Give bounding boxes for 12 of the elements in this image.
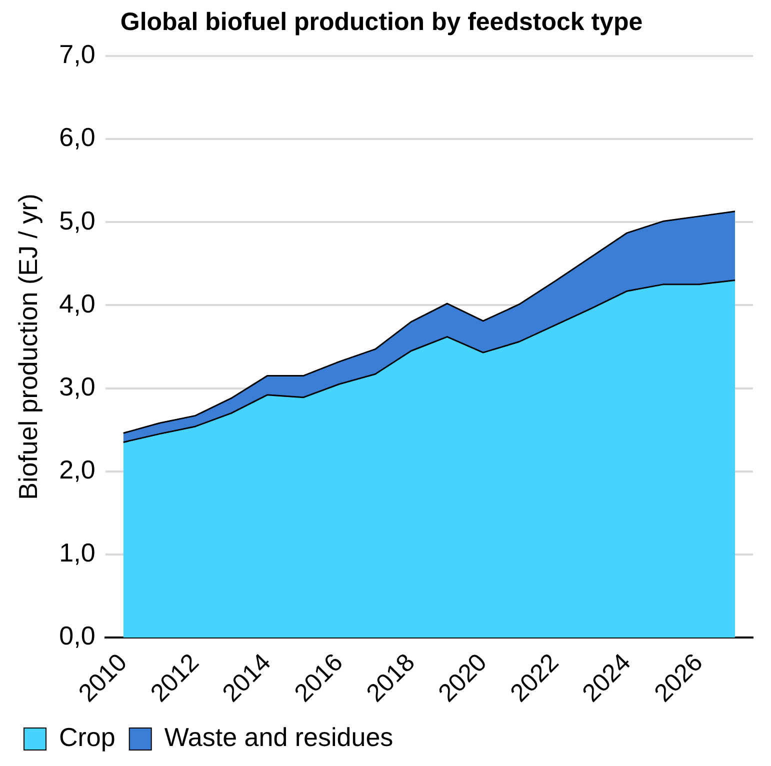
y-tick-label: 2,0 <box>59 454 96 484</box>
y-tick-label: 7,0 <box>59 39 96 70</box>
chart-title: Global biofuel production by feedstock type <box>120 8 643 36</box>
y-tick-label: 5,0 <box>59 205 96 236</box>
legend-label: Crop <box>59 722 116 752</box>
legend-label: Waste and residues <box>164 722 394 752</box>
y-tick-label: 3,0 <box>59 371 96 402</box>
y-tick-label: 0,0 <box>59 620 96 651</box>
y-axis-title: Biofuel production (EJ / yr) <box>12 194 43 500</box>
y-tick-label: 1,0 <box>59 538 96 568</box>
y-tick-label: 4,0 <box>59 288 96 318</box>
y-tick-label: 6,0 <box>59 122 96 152</box>
